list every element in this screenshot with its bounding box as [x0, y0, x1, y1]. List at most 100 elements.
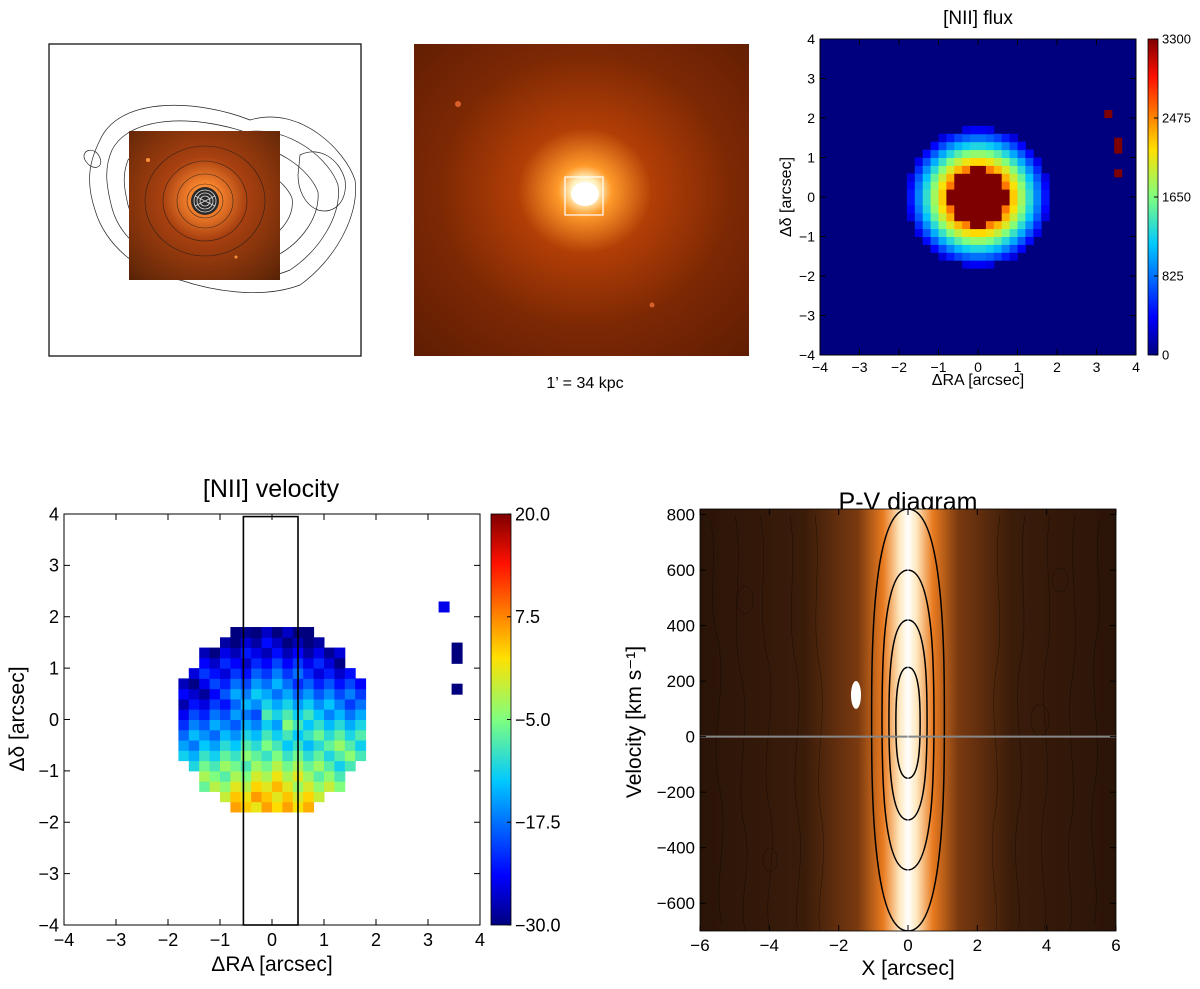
- flux-pixel: [978, 157, 987, 166]
- pv-xtick-label: −2: [829, 936, 848, 955]
- velocity-pixel: [272, 709, 283, 720]
- flux-pixel: [954, 236, 963, 245]
- velocity-pixel: [313, 668, 325, 679]
- velocity-pixel: [199, 709, 211, 720]
- flux-pixel: [1033, 157, 1042, 166]
- velocity-pixel: [261, 770, 273, 782]
- flux-pixel: [985, 173, 995, 182]
- flux-pixel: [978, 220, 987, 230]
- velocity-pixel: [230, 791, 242, 803]
- pv-ytick-label: 200: [667, 672, 695, 691]
- velocity-pixel: [178, 729, 190, 741]
- velocity-pixel: [355, 750, 367, 762]
- flux-pixel: [938, 189, 947, 198]
- flux-pixel: [1001, 236, 1011, 245]
- velocity-isolated-pixel: [451, 642, 463, 654]
- flux-pixel: [993, 204, 1003, 214]
- flux-pixel: [954, 173, 963, 182]
- flux-isolated-pixel: [1114, 137, 1123, 146]
- velocity-colorbar-tick-label: 20.0: [515, 504, 550, 524]
- flux-colorbar-tick-label: 1650: [1162, 190, 1191, 205]
- flux-pixel: [1033, 197, 1042, 206]
- velocity-pixel: [334, 698, 346, 710]
- flux-colorbar-tick-label: 825: [1162, 269, 1184, 284]
- velocity-pixel: [251, 719, 263, 731]
- flux-pixel: [993, 252, 1003, 261]
- velocity-pixel: [178, 719, 190, 731]
- flux-xtick-label: 3: [1093, 359, 1101, 375]
- flux-ytick-label: −2: [799, 268, 815, 284]
- flux-pixel: [1025, 228, 1034, 237]
- velocity-pixel: [282, 668, 294, 679]
- velocity-pixel: [324, 678, 335, 690]
- velocity-isolated-pixel: [451, 652, 463, 664]
- velocity-pixel: [261, 668, 273, 679]
- nii-velocity-chart: [NII] velocity −4 −3 −2 −1 0 1 2 3 4 −4 −3 −2 −1 0 1 2 3…: [6, 475, 561, 976]
- flux-pixel: [985, 220, 995, 230]
- flux-pixel: [962, 244, 971, 253]
- flux-pixel: [1009, 212, 1018, 222]
- flux-pixel: [993, 165, 1003, 174]
- flux-pixel: [978, 141, 987, 151]
- flux-pixel: [914, 181, 924, 190]
- flux-pixel: [993, 157, 1003, 166]
- inset-point-source: [146, 158, 150, 162]
- flux-pixel: [954, 141, 963, 151]
- flux-pixel: [970, 149, 979, 158]
- velocity-pixel: [199, 678, 211, 690]
- flux-pixel: [922, 197, 932, 206]
- velocity-pixel: [334, 781, 346, 792]
- flux-pixel: [954, 228, 963, 237]
- velocity-pixel: [230, 740, 242, 751]
- flux-pixel: [1033, 165, 1042, 174]
- flux-pixel: [954, 204, 963, 214]
- flux-pixel: [930, 212, 939, 222]
- flux-pixel: [978, 260, 987, 269]
- flux-pixel: [1017, 173, 1026, 182]
- velocity-pixel: [220, 750, 231, 762]
- flux-pixel: [914, 197, 924, 206]
- velocity-xtick-label: 2: [371, 930, 381, 950]
- flux-pixel: [985, 212, 995, 222]
- velocity-ytick-label: −3: [38, 864, 59, 884]
- velocity-pixel: [230, 770, 242, 782]
- velocity-pixel: [272, 678, 283, 690]
- inset-contours: [144, 145, 266, 257]
- velocity-pixel: [240, 698, 252, 710]
- panel-a-contour-image: [48, 43, 362, 357]
- flux-pixel: [946, 189, 955, 198]
- velocity-pixel: [261, 729, 273, 741]
- velocity-isolated-pixel: [438, 601, 450, 613]
- velocity-pixel: [344, 668, 356, 679]
- velocity-pixel: [303, 657, 315, 669]
- velocity-pixel: [303, 627, 315, 638]
- velocity-colorbar-tick-label: −17.5: [515, 813, 561, 833]
- flux-pixel: [1025, 181, 1034, 190]
- velocity-pixel: [199, 770, 211, 782]
- flux-pixel: [970, 244, 979, 253]
- velocity-pixel: [251, 709, 263, 720]
- ifu-field-box: [564, 176, 604, 216]
- velocity-xtick-label: −3: [106, 930, 127, 950]
- flux-pixel: [930, 204, 939, 214]
- flux-pixel: [1001, 181, 1011, 190]
- flux-pixel: [1025, 173, 1034, 182]
- velocity-pixel: [240, 627, 252, 638]
- velocity-xtick-label: −1: [210, 930, 231, 950]
- velocity-ytick-label: 0: [49, 710, 59, 730]
- flux-pixel: [1017, 181, 1026, 190]
- velocity-pixel: [230, 801, 242, 813]
- velocity-pixel: [209, 657, 221, 669]
- flux-pixel: [1017, 228, 1026, 237]
- velocity-pixel: [272, 791, 283, 803]
- flux-pixel: [993, 181, 1003, 190]
- flux-ytick-label: 1: [807, 149, 815, 165]
- field-source: [455, 101, 461, 107]
- flux-pixel: [970, 181, 979, 190]
- flux-pixel: [938, 197, 947, 206]
- flux-pixel: [1009, 141, 1018, 151]
- flux-pixel: [914, 212, 924, 222]
- flux-pixel: [922, 149, 932, 158]
- velocity-colorbar-tick-label: −30.0: [515, 915, 561, 935]
- flux-pixel: [930, 197, 939, 206]
